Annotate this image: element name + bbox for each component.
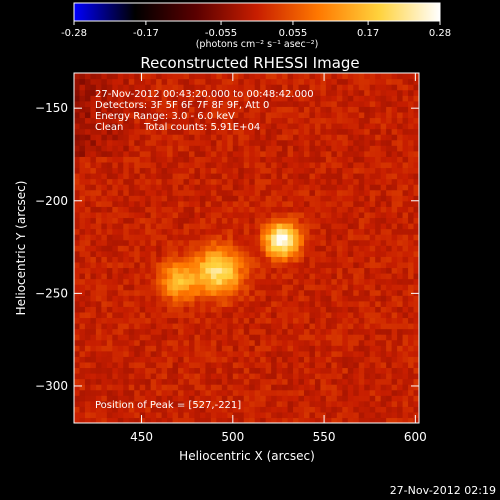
y-tick-label: −300 bbox=[35, 379, 68, 393]
annotation-energy: Energy Range: 3.0 - 6.0 keV bbox=[95, 111, 235, 122]
x-axis-label: Heliocentric X (arcsec) bbox=[179, 449, 315, 463]
colorbar-ticks: -0.28 -0.17 -0.055 0.055 0.17 0.28 bbox=[61, 21, 451, 39]
colorbar-tick-label: -0.28 bbox=[61, 28, 87, 39]
x-tick-label: 500 bbox=[221, 430, 244, 444]
annotation-counts: Total counts: 5.91E+04 bbox=[143, 122, 260, 133]
chart-title: Reconstructed RHESSI Image bbox=[140, 54, 359, 72]
annotation-detectors: Detectors: 3F 5F 6F 7F 8F 9F, Att 0 bbox=[95, 100, 269, 111]
y-axis-label: Heliocentric Y (arcsec) bbox=[14, 181, 28, 316]
axes: 450 500 550 600 −150 −200 −250 −300 bbox=[35, 73, 427, 444]
colorbar: -0.28 -0.17 -0.055 0.055 0.17 0.28 (photons c… bbox=[61, 2, 451, 50]
annotation-peak: Position of Peak = [527,-221] bbox=[95, 400, 241, 411]
annotation-time-range: 27-Nov-2012 00:43:20.000 to 00:48:42.000 bbox=[95, 89, 314, 100]
colorbar-tick-label: 0.055 bbox=[279, 28, 308, 39]
x-tick-label: 550 bbox=[313, 430, 336, 444]
y-tick-label: −250 bbox=[35, 286, 68, 300]
x-tick-label: 450 bbox=[130, 430, 153, 444]
colorbar-unit-label: (photons cm⁻² s⁻¹ asec⁻²) bbox=[196, 39, 319, 50]
colorbar-tick-label: 0.28 bbox=[429, 28, 451, 39]
colorbar-tick-label: -0.055 bbox=[205, 28, 237, 39]
colorbar-gradient bbox=[73, 2, 441, 22]
plot-frame bbox=[73, 72, 420, 424]
y-tick-label: −200 bbox=[35, 194, 68, 208]
colorbar-tick-label: -0.17 bbox=[133, 28, 159, 39]
heatmap-image bbox=[74, 73, 419, 423]
footer-timestamp: 27-Nov-2012 02:19 bbox=[390, 484, 496, 497]
annotations: 27-Nov-2012 00:43:20.000 to 00:48:42.000… bbox=[95, 89, 314, 411]
x-tick-label: 600 bbox=[404, 430, 427, 444]
annotation-algorithm: Clean bbox=[95, 122, 123, 133]
colorbar-tick-label: 0.17 bbox=[357, 28, 379, 39]
y-tick-label: −150 bbox=[35, 101, 68, 115]
